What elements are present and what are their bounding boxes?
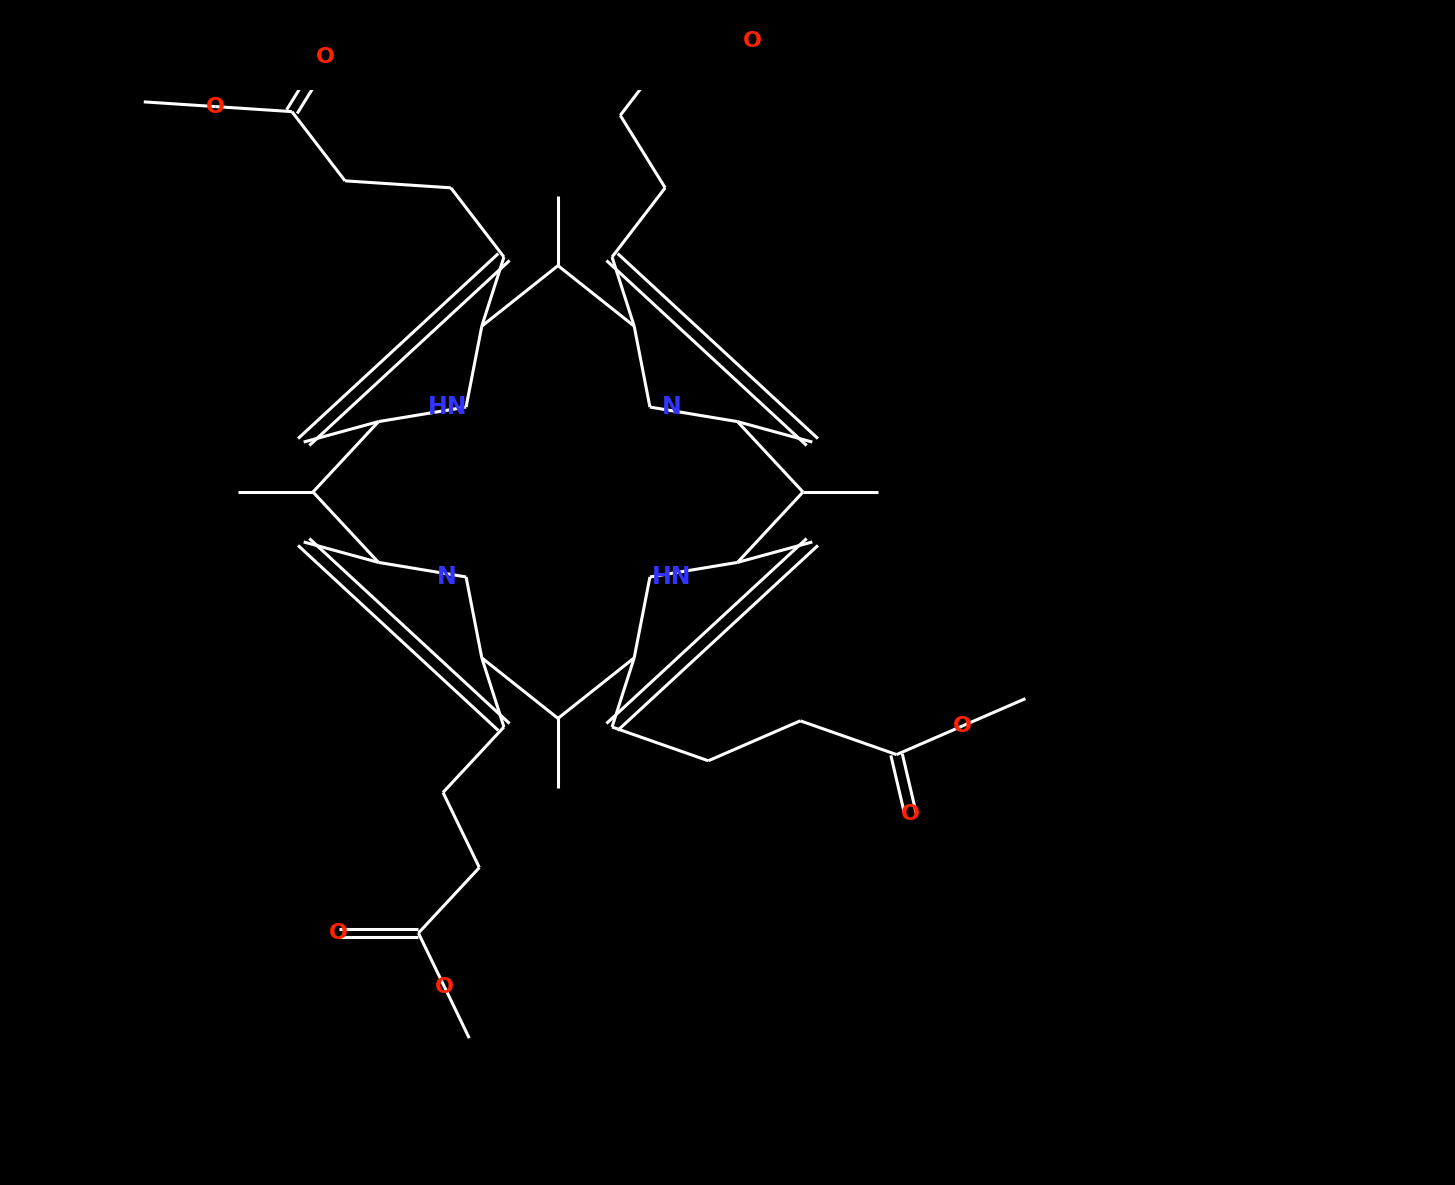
Text: O: O	[435, 978, 454, 997]
Text: O: O	[901, 803, 920, 824]
Text: O: O	[329, 923, 348, 943]
Text: O: O	[631, 0, 650, 4]
Text: O: O	[316, 47, 335, 68]
Text: O: O	[744, 31, 762, 51]
Text: N: N	[438, 565, 457, 589]
Text: HN: HN	[652, 565, 691, 589]
Text: HN: HN	[428, 395, 467, 419]
Text: N: N	[662, 395, 681, 419]
Text: O: O	[207, 97, 226, 116]
Text: O: O	[953, 716, 972, 736]
